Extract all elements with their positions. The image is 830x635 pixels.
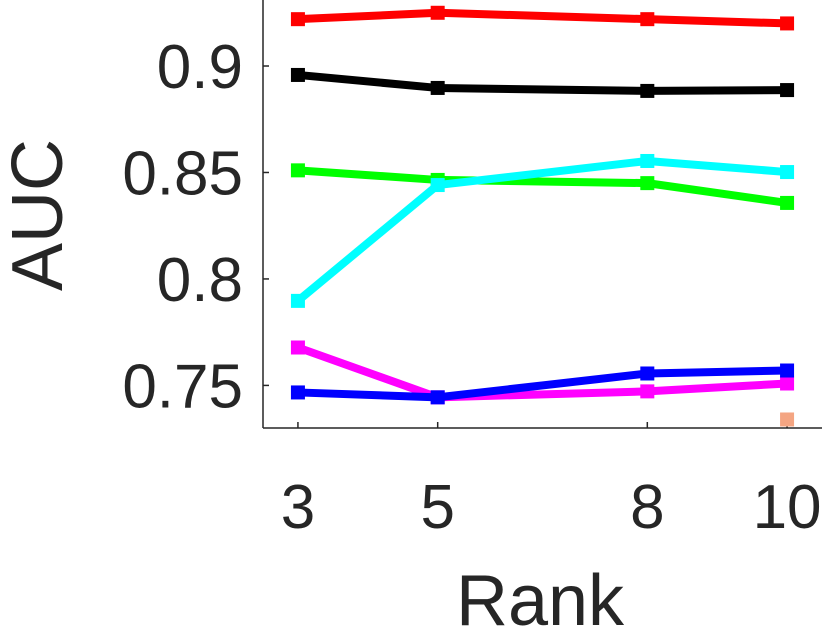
point xyxy=(640,176,655,191)
point xyxy=(290,163,305,178)
series-line xyxy=(297,70,788,95)
y-tick-label: 0.75 xyxy=(122,352,243,421)
point xyxy=(640,366,655,381)
x-tick-label: 5 xyxy=(420,473,454,542)
x-tick-label: 3 xyxy=(281,473,315,542)
y-tick-label: 0.9 xyxy=(157,33,243,102)
point xyxy=(780,165,795,180)
point xyxy=(290,12,305,27)
point xyxy=(290,293,305,308)
point xyxy=(640,153,655,168)
point xyxy=(640,83,655,98)
point xyxy=(430,5,445,20)
point xyxy=(290,67,305,82)
series-line xyxy=(296,343,788,402)
point xyxy=(780,195,795,210)
point xyxy=(290,385,305,400)
point xyxy=(430,178,445,193)
y-axis-label: AUC xyxy=(0,139,78,291)
series-line xyxy=(297,8,788,28)
point xyxy=(780,16,795,31)
point xyxy=(430,390,445,405)
point xyxy=(780,363,795,378)
point xyxy=(780,412,795,427)
series-line xyxy=(297,366,788,402)
x-axis-label: Rank xyxy=(456,561,625,635)
series-line xyxy=(295,156,788,304)
x-tick-label: 10 xyxy=(753,473,822,542)
point xyxy=(780,376,795,391)
y-tick-label: 0.8 xyxy=(157,246,243,315)
series-line xyxy=(297,166,788,207)
point xyxy=(430,80,445,95)
x-tick-label: 8 xyxy=(630,473,664,542)
point xyxy=(290,340,305,355)
point xyxy=(780,83,795,98)
point xyxy=(640,384,655,399)
point xyxy=(640,12,655,27)
y-tick-label: 0.85 xyxy=(122,139,243,208)
